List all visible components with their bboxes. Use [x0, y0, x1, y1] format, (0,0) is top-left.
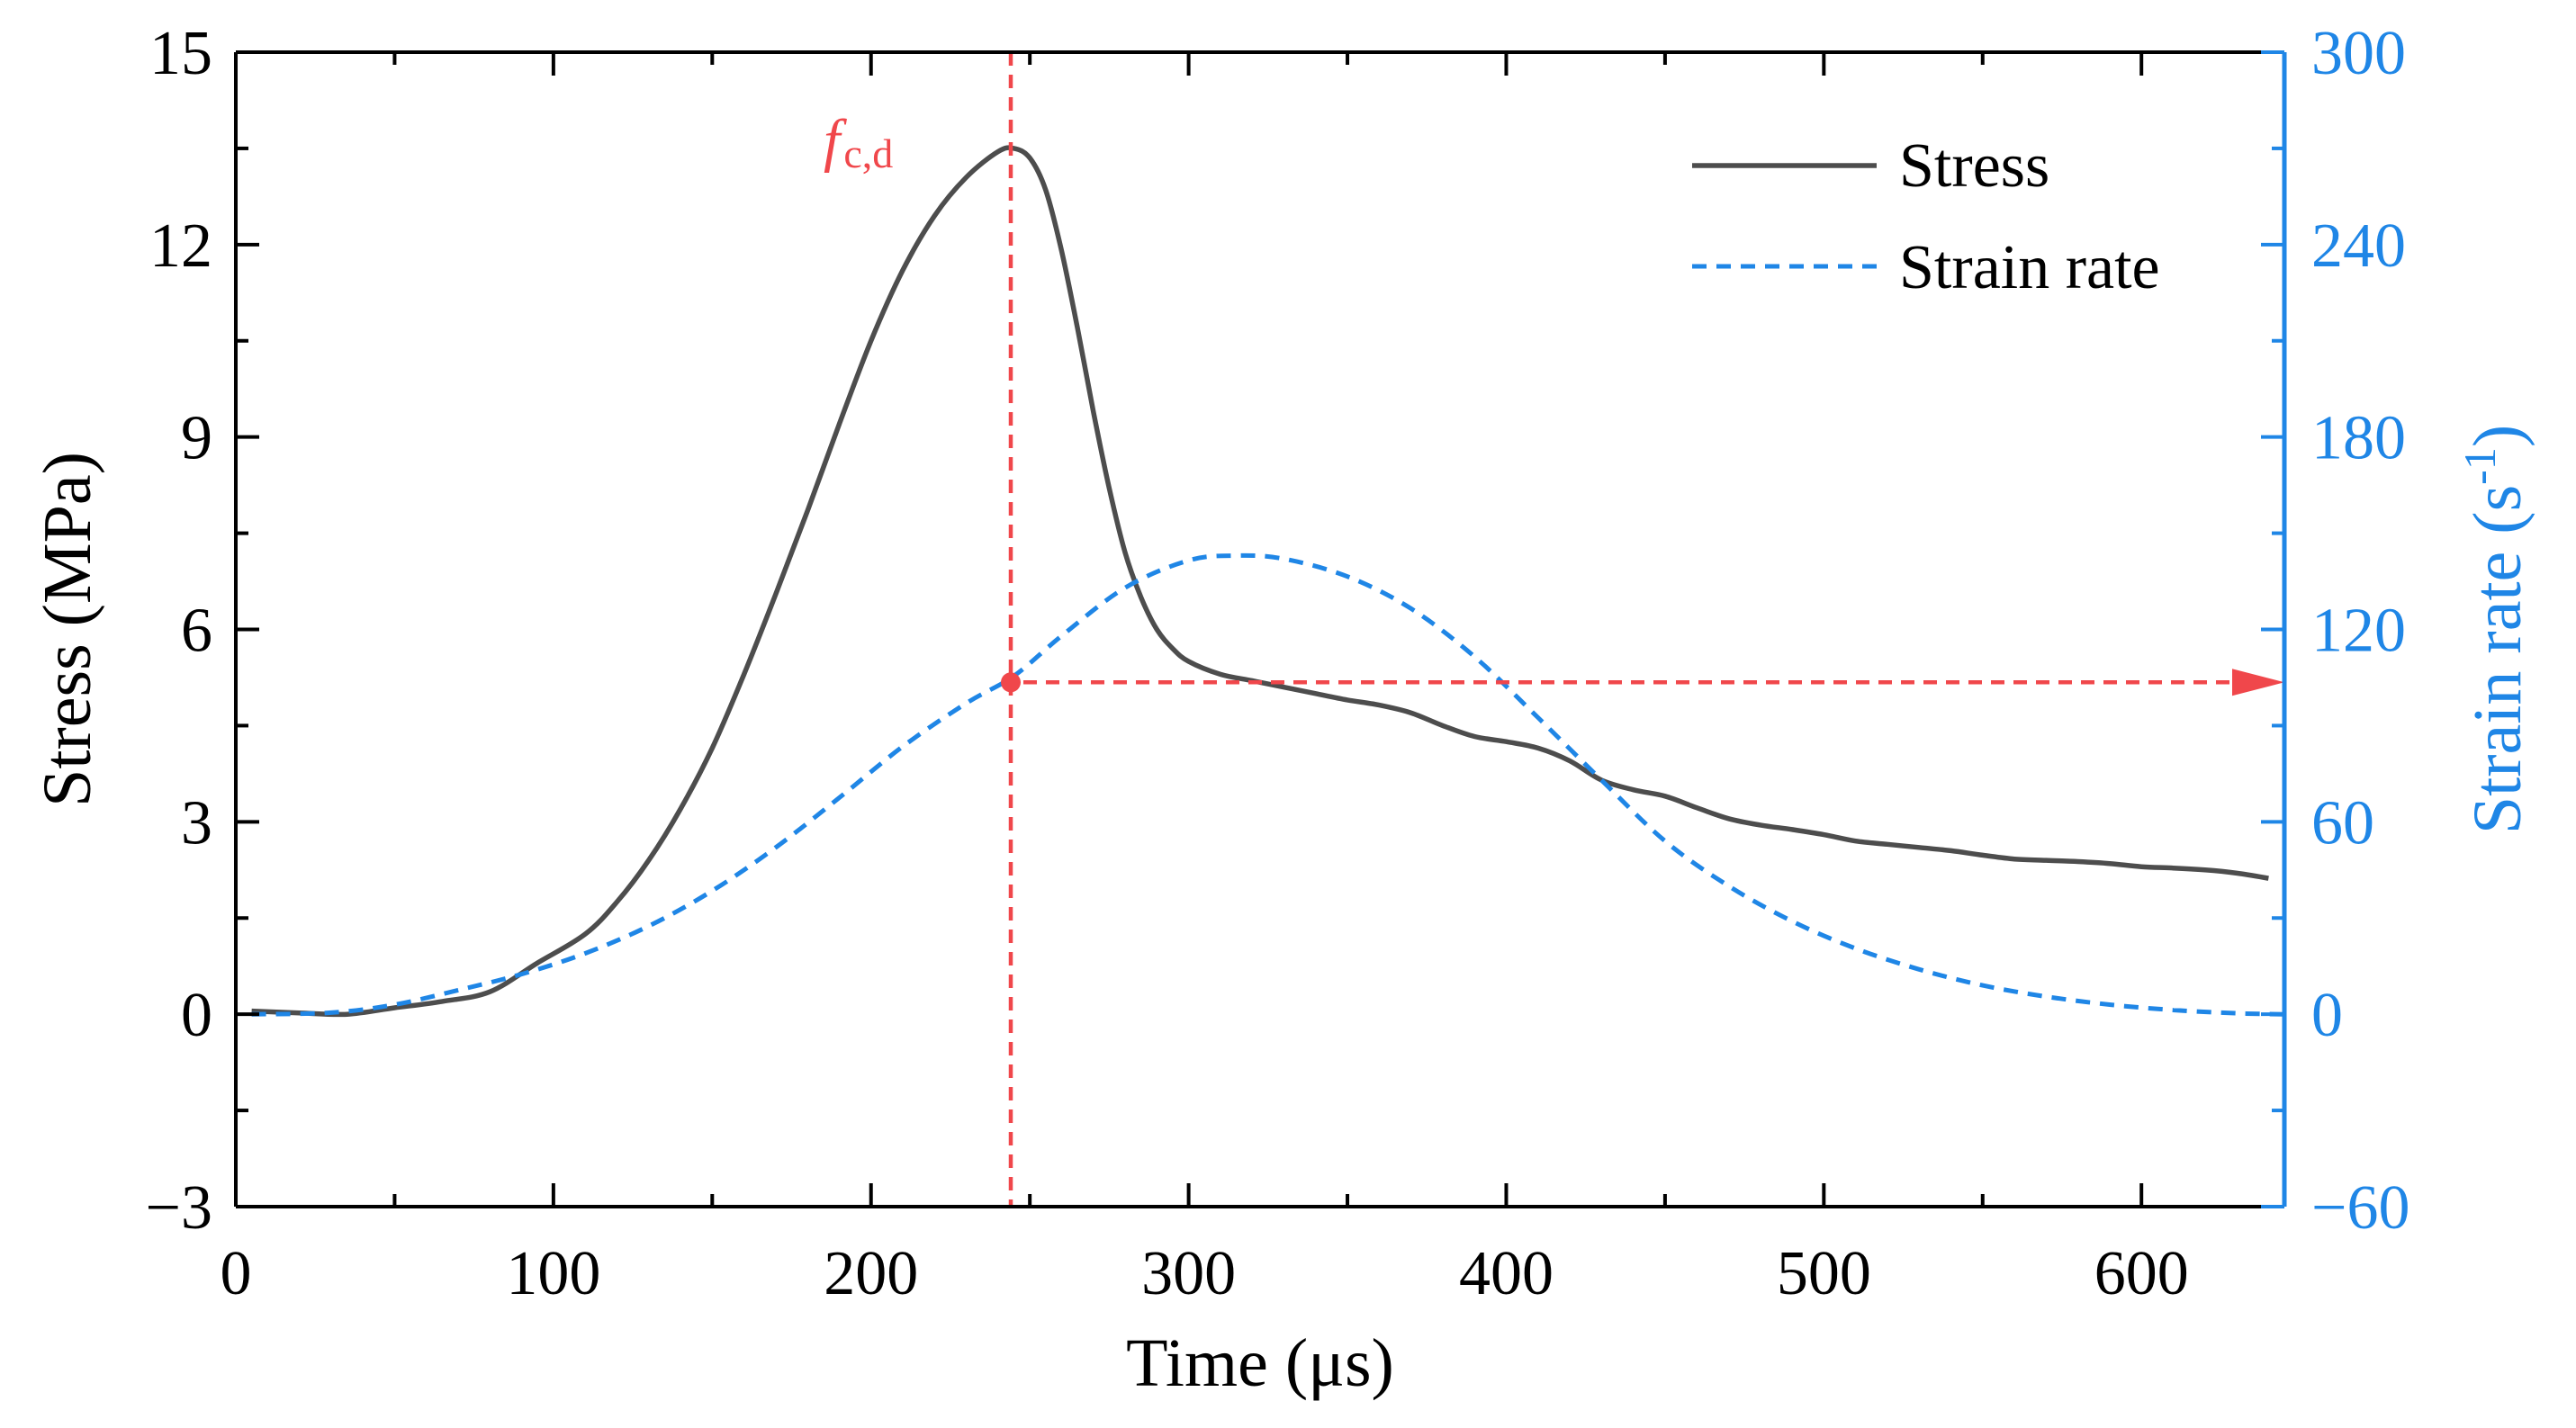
x-axis-title: Time (μs) [1126, 1325, 1394, 1401]
y-right-tick-label: 60 [2311, 788, 2374, 858]
x-tick-label: 500 [1777, 1239, 1871, 1308]
y-right-tick-label: −60 [2311, 1173, 2409, 1243]
y-right-axis-title-close: ) [2460, 425, 2535, 447]
y-left-tick-label: 3 [181, 788, 212, 858]
y-left-tick-label: −3 [146, 1173, 212, 1243]
y-right-tick-label: 120 [2311, 597, 2406, 666]
y-right-tick-label: 0 [2311, 981, 2343, 1050]
legend-strain-rate-label: Strain rate [1899, 233, 2160, 302]
y-left-tick-label: 15 [149, 19, 212, 88]
x-tick-label: 0 [221, 1239, 252, 1308]
peak-point-marker [1000, 672, 1021, 693]
peak-label: fc,d [824, 108, 893, 176]
y-left-tick-label: 6 [181, 597, 212, 666]
arrowhead-icon [2232, 669, 2284, 696]
legend-stress-label: Stress [1899, 131, 2049, 201]
y-left-tick-label: 0 [181, 981, 212, 1050]
stress-series-line [251, 145, 2269, 1018]
strain-rate-series-line [251, 552, 2285, 1017]
y-left-axis-title: Stress (MPa) [30, 452, 105, 807]
peak-label-subscript: c,d [843, 130, 893, 176]
y-left-tick-label: 9 [181, 404, 212, 473]
x-tick-label: 600 [2094, 1239, 2189, 1308]
x-tick-label: 400 [1459, 1239, 1554, 1308]
y-right-axis-title-superscript: -1 [2454, 447, 2505, 485]
y-right-tick-label: 300 [2311, 19, 2406, 88]
x-tick-label: 300 [1141, 1239, 1236, 1308]
y-right-axis-title-main: Strain rate (s [2460, 485, 2535, 834]
y-right-tick-label: 180 [2311, 404, 2406, 473]
y-left-tick-label: 12 [149, 211, 212, 281]
y-right-tick-label: 240 [2311, 211, 2406, 281]
y-right-axis-title: Strain rate (s-1) [2454, 425, 2535, 834]
x-tick-label: 200 [824, 1239, 918, 1308]
x-tick-label: 100 [506, 1239, 600, 1308]
